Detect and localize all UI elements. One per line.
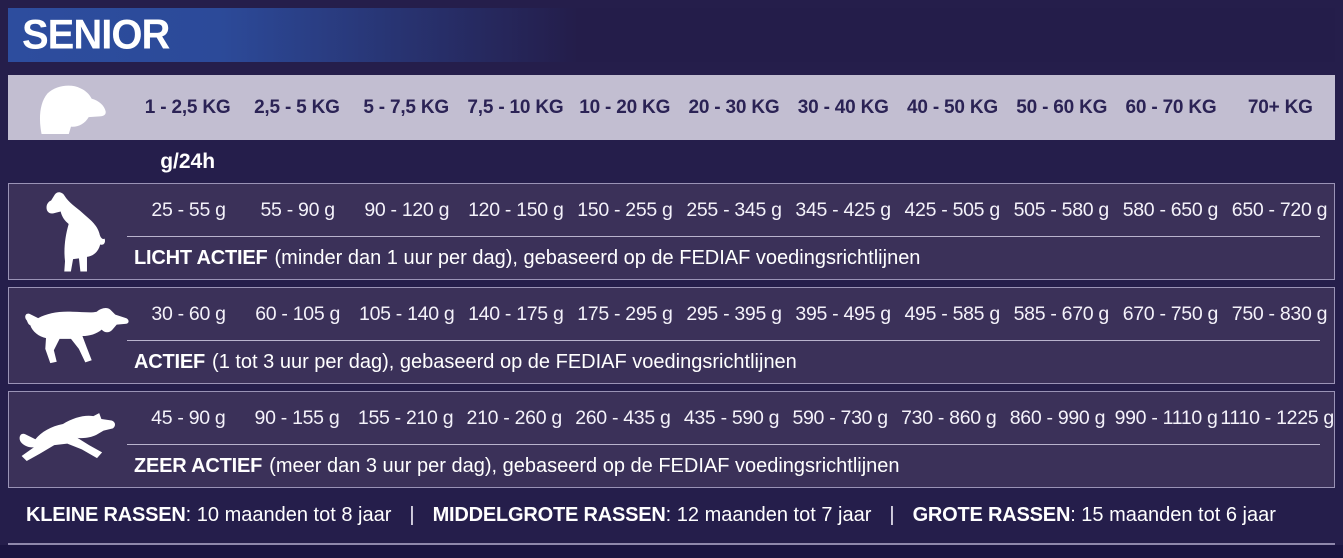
row-divider bbox=[127, 340, 1320, 341]
activity-name: ZEER ACTIEF bbox=[134, 454, 263, 477]
value-cell: 750 - 830 g bbox=[1231, 302, 1328, 325]
table-row-licht-actief: 25 - 55 g 55 - 90 g 90 - 120 g 120 - 150… bbox=[8, 183, 1335, 280]
unit-label: g/24h bbox=[160, 149, 216, 173]
activity-detail: (minder dan 1 uur per dag), gebaseerd op… bbox=[274, 246, 921, 269]
value-cell: 150 - 255 g bbox=[577, 198, 673, 221]
value-cell: 580 - 650 g bbox=[1122, 198, 1219, 221]
value-cell: 585 - 670 g bbox=[1013, 302, 1110, 325]
bottom-strip bbox=[0, 545, 1343, 558]
value-cell: 105 - 140 g bbox=[359, 302, 455, 325]
weight-column-header: 70+ KG bbox=[1247, 96, 1313, 118]
value-cell: 650 - 720 g bbox=[1231, 198, 1328, 221]
bottom-divider-line bbox=[8, 543, 1335, 545]
value-cell: 670 - 750 g bbox=[1122, 302, 1219, 325]
activity-name: LICHT ACTIEF bbox=[134, 246, 268, 269]
value-cell: 175 - 295 g bbox=[577, 302, 673, 325]
row-divider bbox=[127, 236, 1320, 237]
table-row-actief: 30 - 60 g 60 - 105 g 105 - 140 g 140 - 1… bbox=[8, 287, 1335, 384]
activity-detail: (meer dan 3 uur per dag), gebaseerd op d… bbox=[269, 454, 900, 477]
trotting-dog-icon bbox=[17, 306, 134, 366]
breed-age-range: : 10 maanden tot 8 jaar bbox=[185, 504, 392, 526]
weight-column-header: 20 - 30 KG bbox=[688, 96, 780, 118]
table-row-values: 45 - 90 g 90 - 155 g 155 - 210 g 210 - 2… bbox=[9, 392, 1334, 444]
breed-age-note: KLEINE RASSEN: 10 maanden tot 8 jaar | M… bbox=[8, 488, 1335, 543]
value-cell: 345 - 425 g bbox=[795, 198, 891, 221]
row-divider bbox=[127, 444, 1320, 445]
table-row-values: 25 - 55 g 55 - 90 g 90 - 120 g 120 - 150… bbox=[9, 184, 1334, 236]
value-cell: 505 - 580 g bbox=[1013, 198, 1110, 221]
footer-separator: | bbox=[409, 504, 415, 526]
weight-column-header: 10 - 20 KG bbox=[579, 96, 671, 118]
value-cell: 90 - 155 g bbox=[254, 406, 340, 429]
breed-age-range: : 12 maanden tot 7 jaar bbox=[665, 504, 872, 526]
value-cell: 60 - 105 g bbox=[255, 302, 341, 325]
value-cell: 860 - 990 g bbox=[1009, 406, 1106, 429]
value-cell: 730 - 860 g bbox=[901, 406, 997, 429]
value-cell: 295 - 395 g bbox=[686, 302, 782, 325]
value-cell: 45 - 90 g bbox=[151, 406, 226, 429]
value-cell: 210 - 260 g bbox=[466, 406, 563, 429]
breed-size-label: KLEINE RASSEN bbox=[26, 504, 186, 526]
weight-header-row: 1 - 2,5 KG 2,5 - 5 KG 5 - 7,5 KG 7,5 - 1… bbox=[8, 75, 1335, 140]
value-cell: 260 - 435 g bbox=[575, 406, 671, 429]
table-row-values: 30 - 60 g 60 - 105 g 105 - 140 g 140 - 1… bbox=[9, 288, 1334, 340]
value-cell: 55 - 90 g bbox=[260, 198, 336, 221]
sitting-dog-icon bbox=[17, 191, 134, 273]
activity-description: ACTIEF (1 tot 3 uur per dag), gebaseerd … bbox=[9, 341, 1334, 383]
value-cell: 255 - 345 g bbox=[686, 198, 782, 221]
value-cell: 30 - 60 g bbox=[151, 302, 226, 325]
breed-age-range: : 15 maanden tot 6 jaar bbox=[1070, 504, 1276, 526]
weight-column-header: 40 - 50 KG bbox=[907, 96, 998, 118]
weight-column-header: 60 - 70 KG bbox=[1125, 96, 1217, 118]
weight-column-header: 7,5 - 10 KG bbox=[467, 96, 564, 118]
running-dog-icon bbox=[17, 412, 134, 467]
weight-column-header: 5 - 7,5 KG bbox=[363, 96, 449, 118]
dog-head-icon bbox=[8, 81, 133, 134]
weight-column-header: 1 - 2,5 KG bbox=[144, 96, 231, 118]
value-cell: 395 - 495 g bbox=[795, 302, 891, 325]
activity-description: ZEER ACTIEF (meer dan 3 uur per dag), ge… bbox=[9, 445, 1334, 487]
weight-column-header: 50 - 60 KG bbox=[1016, 96, 1108, 118]
footer-separator: | bbox=[889, 504, 895, 526]
activity-description: LICHT ACTIEF (minder dan 1 uur per dag),… bbox=[9, 237, 1334, 279]
value-cell: 90 - 120 g bbox=[364, 198, 450, 221]
value-cell: 120 - 150 g bbox=[468, 198, 564, 221]
table-row-zeer-actief: 45 - 90 g 90 - 155 g 155 - 210 g 210 - 2… bbox=[8, 391, 1335, 488]
title-bar: SENIOR bbox=[8, 8, 1335, 62]
weight-column-header: 30 - 40 KG bbox=[797, 96, 889, 118]
unit-row: g/24h bbox=[8, 140, 1335, 183]
page-title: SENIOR bbox=[22, 11, 170, 58]
activity-name: ACTIEF bbox=[134, 350, 206, 373]
value-cell: 1110 - 1225 g bbox=[1220, 406, 1334, 429]
value-cell: 495 - 585 g bbox=[904, 302, 1001, 325]
value-cell: 435 - 590 g bbox=[683, 406, 780, 429]
value-cell: 990 - 1110 g bbox=[1114, 406, 1218, 429]
value-cell: 155 - 210 g bbox=[357, 406, 454, 429]
breed-size-label: GROTE RASSEN bbox=[912, 504, 1071, 526]
value-cell: 25 - 55 g bbox=[151, 198, 226, 221]
value-cell: 140 - 175 g bbox=[468, 302, 564, 325]
value-cell: 425 - 505 g bbox=[904, 198, 1001, 221]
value-cell: 590 - 730 g bbox=[792, 406, 888, 429]
weight-column-header: 2,5 - 5 KG bbox=[254, 96, 340, 118]
activity-detail: (1 tot 3 uur per dag), gebaseerd op de F… bbox=[212, 350, 797, 373]
breed-size-label: MIDDELGROTE RASSEN bbox=[432, 504, 666, 526]
